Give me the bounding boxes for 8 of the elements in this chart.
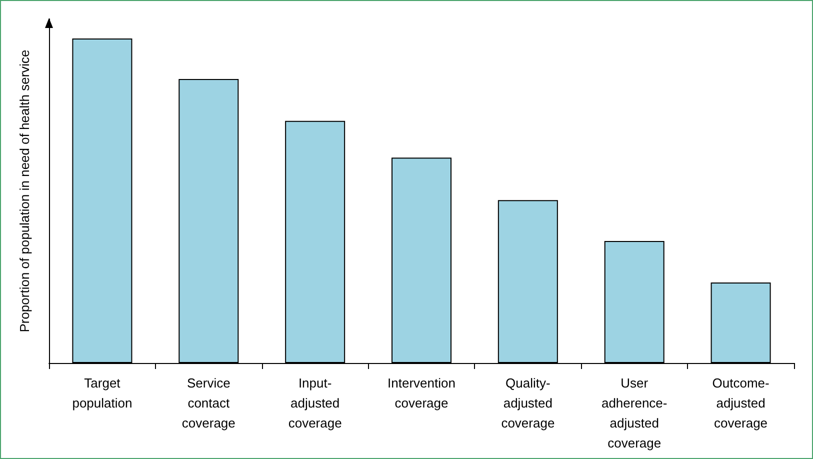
x-tick-label: Intervention coverage	[388, 376, 456, 410]
x-tick-label: Outcome-adjusted coverage	[712, 376, 770, 430]
x-tick-label: Target population	[72, 376, 132, 410]
x-tick-label: Service contact coverage	[182, 376, 236, 430]
x-tick-label: Quality-adjusted coverage	[501, 376, 555, 430]
x-tick-label: Input-adjusted coverage	[288, 376, 342, 430]
y-axis-title: Proportion of population in need of health service	[17, 50, 32, 332]
x-tick-label: User adherence-adjusted coverage	[601, 376, 668, 450]
